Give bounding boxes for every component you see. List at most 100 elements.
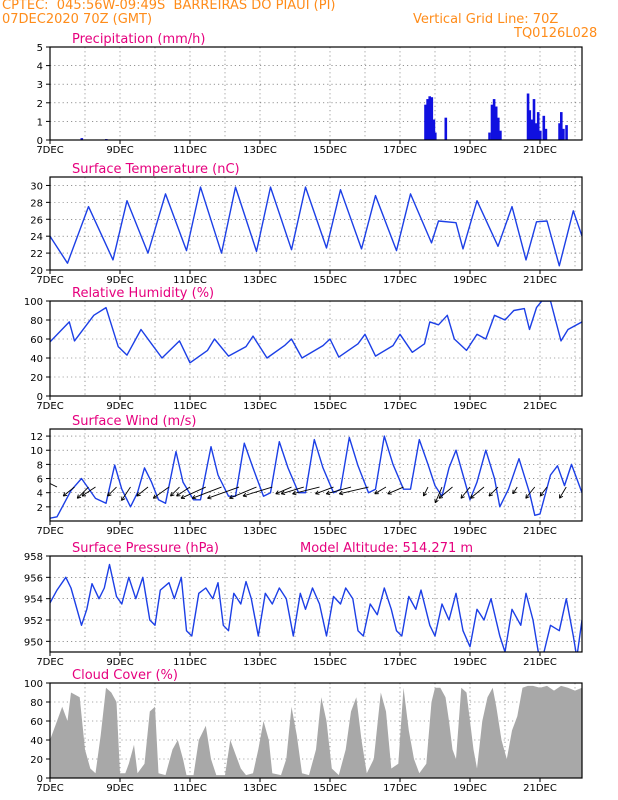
- cloud-ytick-label: 60: [30, 717, 43, 728]
- wind-vector: [470, 486, 485, 499]
- rh-ytick-label: 0: [37, 392, 43, 403]
- pres-xtick-label: 9DEC: [106, 657, 133, 668]
- wind-vector-head: [121, 496, 126, 501]
- temp-xtick-label: 15DEC: [313, 275, 347, 286]
- cloud-xtick-label: 21DEC: [523, 783, 557, 794]
- pres-xtick-label: 7DEC: [36, 657, 63, 668]
- cloud-xtick-label: 7DEC: [36, 783, 63, 794]
- temp-plot: [50, 186, 582, 267]
- pres-panel: [46, 555, 583, 656]
- precip-bar: [497, 117, 500, 140]
- wind-vector-head: [136, 492, 141, 497]
- precip-xtick-label: 9DEC: [106, 145, 133, 156]
- date-header-line2: 07DEC2020 70Z (GMT): [2, 12, 153, 27]
- wind-vector-head: [470, 494, 475, 499]
- wind-vector: [81, 486, 96, 497]
- rh-ytick-label: 60: [30, 335, 43, 346]
- wind-vector-head: [191, 494, 197, 500]
- wind-vector: [192, 486, 222, 499]
- rh-ytick-label: 20: [30, 373, 43, 384]
- temp-ytick-label: 22: [30, 249, 43, 260]
- wind-ytick-label: 8: [37, 460, 43, 471]
- wind-vector: [207, 486, 240, 499]
- wind-vector: [107, 486, 117, 497]
- precip-bar: [80, 138, 84, 140]
- wind-ytick-label: 10: [30, 446, 43, 457]
- pres-plot: [50, 563, 582, 652]
- temp-xtick-label: 19DEC: [453, 275, 487, 286]
- cloud-frame: [49, 682, 583, 779]
- temp-panel: [46, 176, 583, 274]
- wind-vector-head: [438, 494, 444, 499]
- rh-ytick-label: 80: [30, 316, 43, 327]
- cloud-ytick-label: 80: [30, 698, 43, 709]
- temp-xtick-label: 13DEC: [243, 275, 277, 286]
- wind-vector-head: [525, 494, 530, 499]
- temp-ytick-label: 30: [30, 181, 43, 192]
- cloud-xtick-label: 13DEC: [243, 783, 277, 794]
- wind-vector: [539, 486, 548, 497]
- wind-vector-head: [229, 494, 234, 500]
- cloud-ytick-label: 100: [24, 679, 43, 690]
- wind-vector-head: [170, 492, 175, 497]
- precip-frame: [49, 46, 583, 141]
- wind-vector-head: [207, 494, 212, 500]
- wind-xtick-label: 13DEC: [243, 526, 277, 537]
- temp-ytick-label: 28: [30, 198, 43, 209]
- wind-xtick-label: 7DEC: [36, 526, 63, 537]
- wind-vector-head: [422, 492, 428, 497]
- wind-vector-head: [180, 494, 186, 500]
- grid-line-note: Vertical Grid Line: 70Z: [413, 12, 559, 27]
- precip-xtick-label: 21DEC: [523, 145, 557, 156]
- wind-vector-head: [152, 494, 158, 499]
- precip-ytick-label: 4: [37, 62, 43, 73]
- precip-xtick-label: 15DEC: [313, 145, 347, 156]
- cloud-xtick-label: 15DEC: [313, 783, 347, 794]
- pres-xtick-label: 15DEC: [313, 657, 347, 668]
- precip-bar: [565, 125, 568, 140]
- wind-vector: [229, 486, 257, 499]
- wind-vector-head: [512, 489, 517, 495]
- wind-vector-head: [176, 492, 181, 497]
- pres-extra-label: Model Altitude: 514.271 m: [300, 541, 473, 556]
- wind-vector: [438, 486, 453, 499]
- cloud-area: [50, 685, 582, 778]
- precip-bar: [544, 128, 548, 140]
- precip-bar: [536, 112, 540, 140]
- wind-vector: [460, 486, 471, 499]
- temp-ytick-label: 24: [30, 232, 43, 243]
- precip-ytick-label: 2: [37, 99, 43, 110]
- temp-frame: [49, 176, 583, 271]
- wind-vector-head: [315, 490, 320, 495]
- wind-vector: [121, 486, 131, 501]
- rh-xtick-label: 11DEC: [173, 401, 207, 412]
- precip-bar: [534, 123, 538, 140]
- wind-vector-head: [242, 492, 248, 498]
- precip-bar: [494, 106, 498, 140]
- precip-xtick-label: 17DEC: [383, 145, 417, 156]
- pres-ytick-label: 950: [24, 637, 43, 648]
- wind-vector: [374, 486, 387, 495]
- wind-vector: [292, 486, 320, 495]
- wind-xtick-label: 21DEC: [523, 526, 557, 537]
- precip-xtick-label: 13DEC: [243, 145, 277, 156]
- precip-bar: [426, 99, 429, 140]
- rh-panel: [46, 300, 583, 400]
- precip-bar: [434, 132, 437, 140]
- wind-ytick-label: 6: [37, 475, 43, 486]
- cloud-ytick-label: 20: [30, 755, 43, 766]
- rh-xtick-label: 9DEC: [106, 401, 133, 412]
- wind-vector: [76, 486, 89, 499]
- pres-ytick-label: 958: [24, 552, 43, 563]
- precip-bar: [499, 130, 502, 140]
- precip-bar: [558, 123, 561, 140]
- cloud-panel: [46, 682, 583, 782]
- wind-vector-head: [338, 490, 344, 496]
- wind-vector-head: [292, 490, 297, 496]
- wind-vector-head: [280, 490, 286, 496]
- wind-vector: [434, 486, 443, 503]
- wind-ytick-label: 12: [30, 432, 43, 443]
- wind-plot: [50, 435, 582, 519]
- pres-series-line: [50, 563, 582, 652]
